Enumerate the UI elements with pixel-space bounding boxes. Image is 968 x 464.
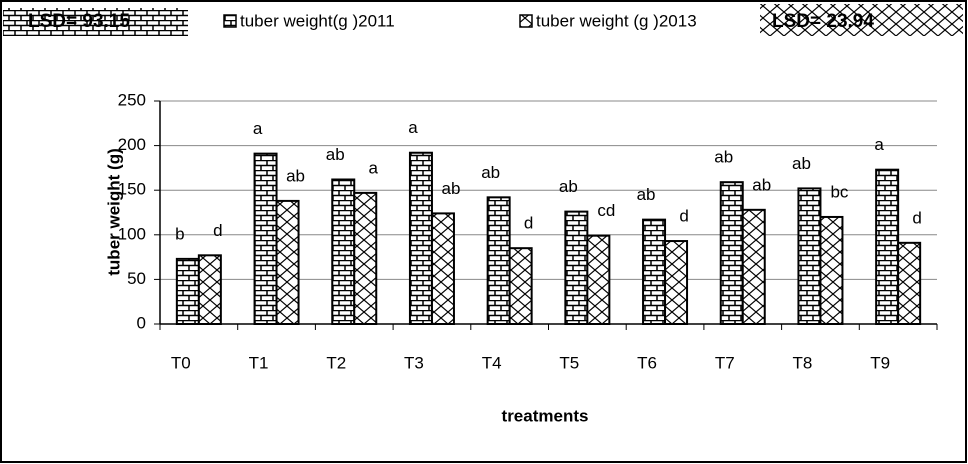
letter-label: ab [481, 163, 500, 182]
x-tick-label: T5 [559, 353, 579, 372]
x-tick-label: T9 [870, 353, 890, 372]
bar [408, 151, 433, 325]
lsd-right: LSD= 23.94 [772, 11, 874, 32]
y-tick-label: 250 [118, 90, 146, 109]
x-axis-label: treatments [502, 406, 589, 425]
bar [897, 241, 922, 325]
letter-label: a [253, 119, 263, 138]
bar [486, 196, 511, 325]
lsd-left: LSD= 93.15 [28, 11, 130, 32]
x-tick-label: T8 [793, 353, 813, 372]
bar [875, 168, 900, 325]
bar [331, 178, 356, 325]
x-tick-label: T4 [482, 353, 502, 372]
letter-label: ab [559, 177, 578, 196]
lsd-right-bg [760, 4, 963, 36]
bar [508, 247, 533, 325]
bar [642, 218, 667, 325]
x-tick-label: T0 [171, 353, 191, 372]
letter-label: d [679, 207, 688, 226]
letter-label: a [874, 135, 884, 154]
letter-label: ab [637, 185, 656, 204]
bar [664, 240, 689, 326]
bar [197, 254, 222, 325]
bar [253, 152, 278, 325]
letter-label: d [912, 208, 921, 227]
x-tick-label: T3 [404, 353, 424, 372]
x-tick-label: T2 [326, 353, 346, 372]
bar [741, 208, 766, 326]
legend-label: tuber weight(g )2011 [240, 11, 395, 30]
bar [353, 191, 378, 325]
lsd-left-bg [3, 8, 188, 36]
letter-label: a [408, 118, 418, 137]
letter-label: ab [714, 148, 733, 167]
bar [719, 181, 744, 325]
y-tick-label: 50 [127, 269, 146, 288]
x-tick-label: T1 [249, 353, 269, 372]
legend-swatch [223, 14, 237, 28]
x-tick-label: T7 [715, 353, 735, 372]
letter-label: ab [752, 175, 771, 194]
letter-label: d [213, 221, 222, 240]
bar [797, 187, 822, 325]
letter-label: a [369, 158, 379, 177]
letter-label: ab [326, 145, 345, 164]
letter-label: ab [441, 179, 460, 198]
bar [175, 257, 200, 325]
y-tick-label: 0 [137, 313, 146, 332]
y-tick-label: 150 [118, 180, 146, 199]
y-tick-label: 100 [118, 224, 146, 243]
letter-label: ab [792, 154, 811, 173]
bar [586, 234, 611, 325]
bar [430, 212, 455, 325]
legend-label: tuber weight (g )2013 [536, 11, 697, 30]
letter-label: b [175, 224, 184, 243]
letter-label: ab [286, 166, 305, 185]
bar [819, 215, 844, 326]
bar [275, 199, 300, 326]
letter-label: d [524, 214, 533, 233]
y-axis-label: tuber weight (g) [104, 148, 123, 275]
x-tick-label: T6 [637, 353, 657, 372]
bar [564, 210, 589, 325]
y-tick-label: 200 [118, 135, 146, 154]
letter-label: bc [830, 182, 848, 201]
legend-swatch [519, 14, 533, 28]
letter-label: cd [597, 201, 615, 220]
